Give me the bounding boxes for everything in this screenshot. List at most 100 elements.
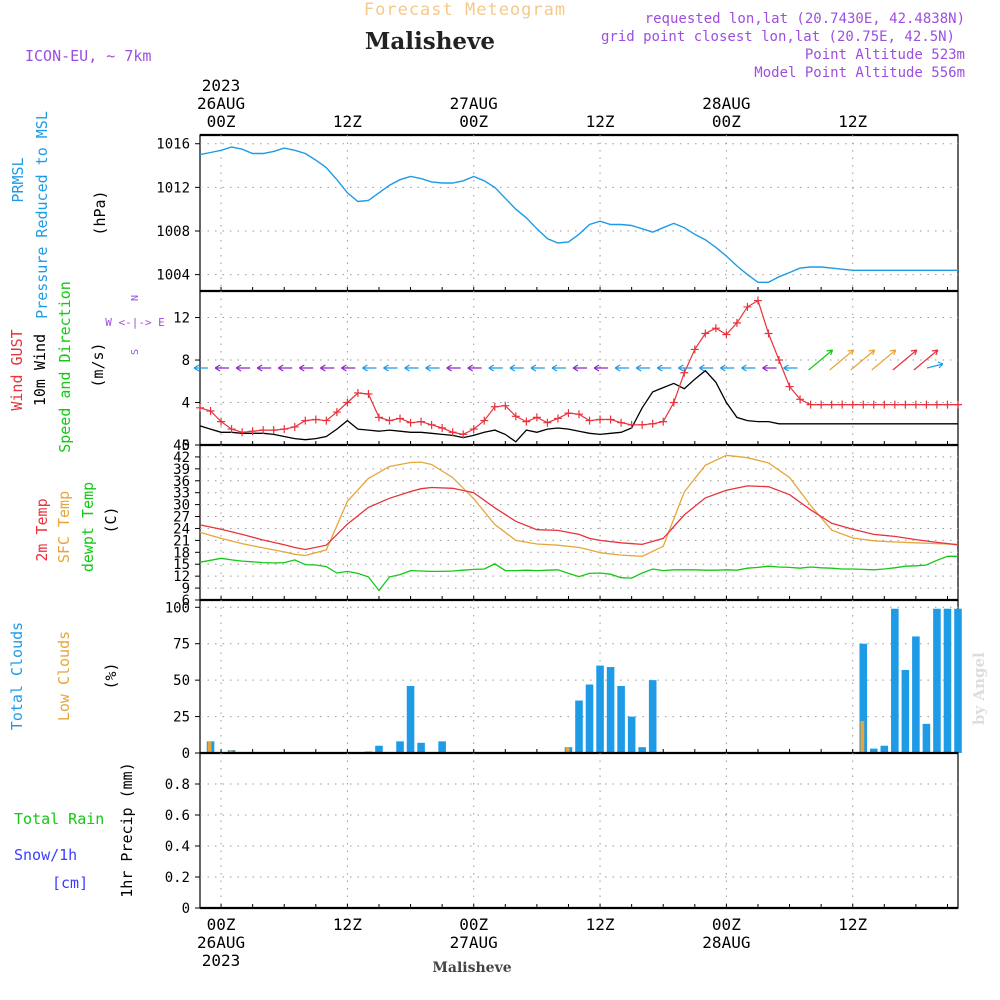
wind-speed-line: [199, 369, 958, 443]
y-tick-label: 0: [182, 901, 190, 917]
low-cloud-bar: [207, 741, 212, 753]
y-tick-label: 12: [173, 311, 190, 327]
gust-marker: [322, 416, 331, 425]
requested-coords: requested lon,lat (20.7430E, 42.4838N): [645, 11, 965, 27]
wind-dir-label: Speed and Direction: [56, 281, 74, 453]
total-clouds-label: Total Clouds: [8, 622, 26, 730]
total-cloud-bar: [891, 608, 899, 753]
y-tick-label: 4: [182, 396, 190, 412]
top-time-label: 12Z: [586, 112, 615, 131]
gust-marker: [711, 324, 720, 333]
gust-marker: [753, 296, 762, 305]
wind-gust-label: Wind GUST: [8, 329, 26, 410]
gust-marker: [638, 420, 647, 429]
wind-arrow: [829, 349, 855, 371]
gust-marker: [669, 398, 678, 407]
gust-marker: [248, 427, 257, 436]
wind-arrow: [720, 364, 735, 372]
y-tick-label: 12: [173, 569, 190, 585]
dewpt-temp-line: [199, 555, 958, 592]
total-cloud-bar: [438, 741, 446, 753]
wind-arrow: [699, 364, 714, 372]
total-cloud-bar: [912, 636, 920, 753]
y-tick-label: 100: [165, 600, 190, 616]
gust-marker: [785, 382, 794, 391]
y-tick-label: 24: [173, 521, 190, 537]
wind-arrow: [320, 364, 335, 372]
total-cloud-bar: [943, 608, 952, 753]
wind-arrow: [256, 364, 272, 372]
precip-label: 1hr Precip (mm): [118, 762, 136, 897]
gust-marker: [796, 395, 805, 404]
pressure-label: PRMSL: [9, 157, 27, 202]
y-tick-label: 30: [173, 498, 190, 514]
wind-arrow: [530, 364, 545, 372]
wind-arrow: [572, 364, 587, 372]
gust-marker: [553, 414, 562, 423]
y-tick-label: 27: [173, 510, 190, 526]
wind-arrow: [235, 364, 251, 372]
wind-arrow: [467, 364, 482, 372]
bottom-time-label: 00Z: [459, 915, 488, 934]
y-tick-label: 21: [173, 533, 190, 549]
total-cloud-bar: [859, 643, 868, 753]
y-tick-label: 42: [173, 450, 190, 466]
total-cloud-bar: [638, 747, 646, 753]
gust-marker: [775, 356, 784, 365]
wind-arrow: [509, 364, 524, 372]
total-cloud-bar: [922, 723, 931, 753]
gust-marker: [922, 400, 931, 409]
gust-marker: [343, 398, 352, 407]
gust-marker: [585, 416, 594, 425]
top-time-label: 28AUG: [702, 94, 750, 113]
gust-marker: [880, 400, 889, 409]
wind-arrow: [656, 364, 672, 372]
y-tick-label: 15: [173, 557, 190, 573]
temp-2m-label: 2m Temp: [33, 498, 51, 561]
panels: 1004100810121016048126912151821242730333…: [8, 111, 962, 917]
gust-marker: [806, 400, 815, 409]
wind-arrow: [362, 364, 377, 372]
gust-marker: [374, 413, 383, 422]
gust-marker: [764, 329, 773, 338]
low-cloud-bar: [565, 747, 570, 753]
top-time-label: 27AUG: [450, 94, 498, 113]
wind-arrow: [783, 364, 798, 372]
gust-marker: [617, 418, 626, 427]
low-cloud-bar: [228, 750, 233, 753]
total-cloud-bar: [627, 716, 636, 753]
gust-marker: [332, 408, 341, 417]
wind-arrow: [677, 364, 693, 372]
bottom-time-label: 00Z: [207, 915, 236, 934]
y-tick-label: 33: [173, 486, 190, 502]
y-tick-label: 45: [173, 438, 190, 454]
total-cloud-bar: [596, 665, 604, 753]
total-cloud-bar: [606, 667, 615, 753]
y-tick-label: 6: [182, 593, 190, 609]
total-cloud-bar: [617, 685, 625, 753]
gust-marker: [469, 425, 478, 434]
low-clouds-label: Low Clouds: [55, 631, 73, 721]
top-time-label: 00Z: [207, 112, 236, 131]
gust-marker: [848, 400, 857, 409]
gust-marker: [501, 401, 510, 410]
y-tick-label: 0.8: [165, 777, 190, 793]
gust-marker: [680, 368, 689, 377]
panel-pressure: 1004 1008 1012 1016: [156, 133, 959, 292]
wind-arrow: [892, 349, 918, 371]
y-tick-label: 25: [173, 710, 190, 726]
gust-marker: [575, 410, 583, 419]
y-tick-label: 8: [182, 353, 190, 369]
bottom-time-label: 12Z: [838, 915, 867, 934]
gust-marker: [838, 400, 847, 409]
point-altitude: Point Altitude 523m: [805, 47, 965, 63]
gust-marker: [722, 330, 731, 339]
total-cloud-bar: [406, 685, 415, 753]
gust-marker: [943, 400, 952, 409]
bottom-time-label: 12Z: [586, 915, 615, 934]
wind-arrow: [298, 364, 314, 372]
total-cloud-bar: [396, 741, 404, 753]
grid-point-coords: grid point closest lon,lat (20.75E, 42.5…: [601, 29, 955, 45]
gust-marker: [954, 400, 962, 409]
